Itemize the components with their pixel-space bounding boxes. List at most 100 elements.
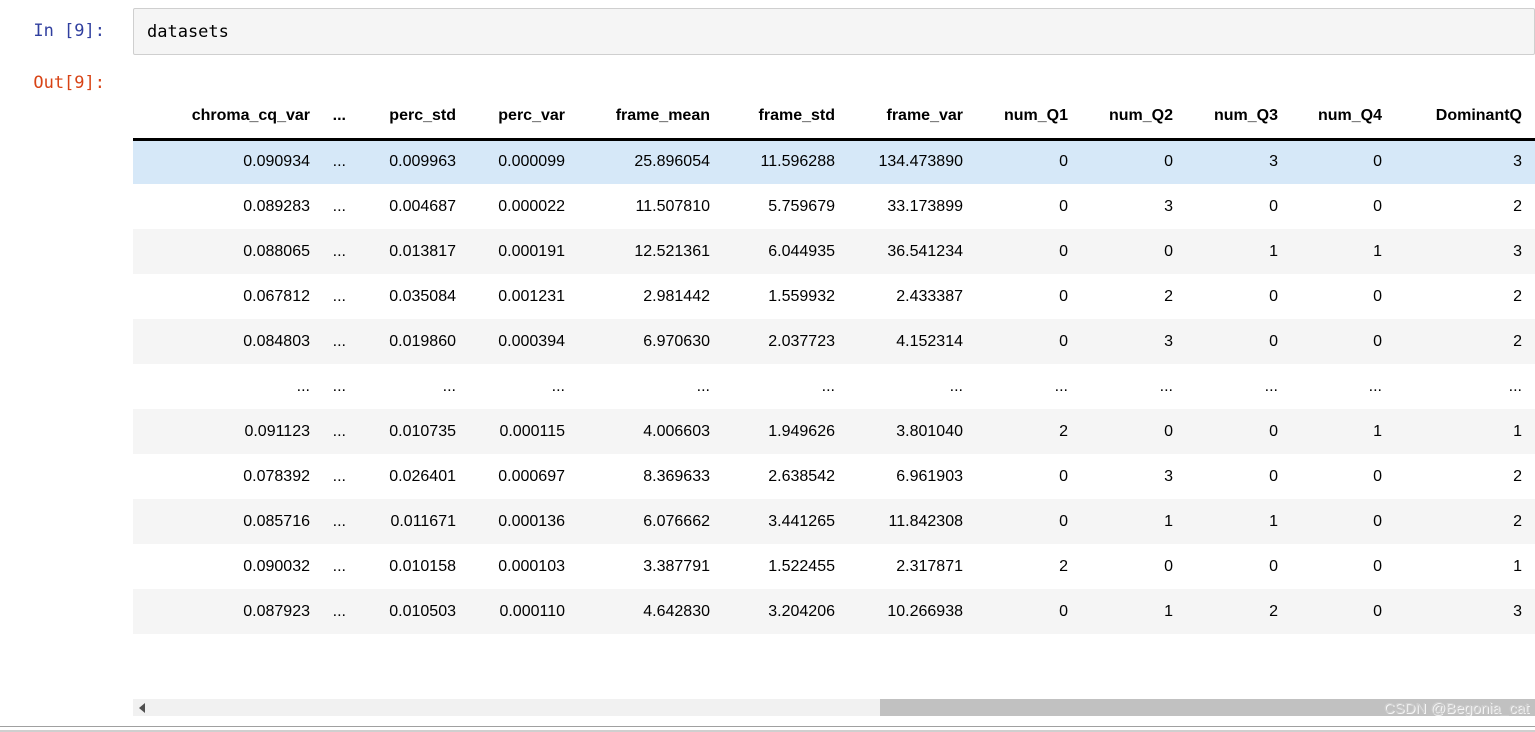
table-cell: 0 — [1373, 512, 1382, 530]
table-cell: 3.441265 — [768, 512, 835, 530]
scrollbar-thumb[interactable] — [880, 699, 1535, 716]
table-cell: ... — [332, 377, 346, 395]
table-cell: 0.026401 — [389, 467, 456, 485]
table-row[interactable]: 0.067812... 0.035084 0.001231 2.981442 1.559… — [133, 274, 1535, 319]
table-row[interactable]: 0.085716... 0.011671 0.000136 6.076662 3.441… — [133, 499, 1535, 544]
table-cell: 0.000103 — [498, 557, 565, 575]
table-row[interactable]: 0.090934... 0.009963 0.000099 25.896054 11.5… — [133, 139, 1535, 184]
table-cell: ... — [332, 287, 346, 305]
table-cell: 0 — [1373, 557, 1382, 575]
table-row[interactable]: 0.091123... 0.010735 0.000115 4.006603 1.949… — [133, 409, 1535, 454]
table-cell: 0.004687 — [389, 197, 456, 215]
table-cell: 134.473890 — [878, 153, 963, 171]
table-cell: 0 — [1059, 197, 1068, 215]
table-cell: 0.091123 — [244, 422, 310, 440]
dataframe-table: chroma_cq_var... perc_std perc_var frame_me… — [133, 95, 1535, 634]
table-cell: 2 — [1269, 602, 1278, 620]
table-cell: 0 — [1269, 287, 1278, 305]
table-cell: ... — [1264, 377, 1278, 395]
table-cell: 0.000394 — [498, 332, 565, 350]
table-cell: 0.089283 — [243, 197, 310, 215]
table-row[interactable]: 0.087923... 0.010503 0.000110 4.642830 3.204… — [133, 589, 1535, 634]
table-cell: 0 — [1269, 197, 1278, 215]
table-cell: 1 — [1164, 512, 1173, 530]
table-row[interactable]: 0.084803... 0.019860 0.000394 6.970630 2.037… — [133, 319, 1535, 364]
table-cell: 0.010735 — [389, 422, 456, 440]
column-header: num_Q3 — [1173, 95, 1278, 141]
table-row[interactable]: 0.078392... 0.026401 0.000697 8.369633 2.638… — [133, 454, 1535, 499]
table-cell: ... — [332, 422, 346, 440]
table-cell: ... — [1159, 377, 1173, 395]
table-cell: 0 — [1164, 242, 1173, 260]
table-cell: 0 — [1164, 422, 1173, 440]
table-cell: 0 — [1059, 332, 1068, 350]
table-cell: 3 — [1513, 242, 1522, 260]
table-cell: 6.076662 — [643, 512, 710, 530]
input-prompt: In [9]: — [33, 21, 105, 41]
column-header: frame_std — [710, 95, 835, 141]
table-cell: 0 — [1373, 602, 1382, 620]
table-cell: 0 — [1059, 602, 1068, 620]
table-cell: ... — [1368, 377, 1382, 395]
table-cell: 0.011671 — [390, 512, 456, 530]
table-cell: ... — [332, 153, 346, 171]
table-cell: 2 — [1513, 287, 1522, 305]
table-row[interactable]: .................................... — [133, 364, 1535, 409]
table-row[interactable]: 0.090032... 0.010158 0.000103 3.387791 1.522… — [133, 544, 1535, 589]
table-cell: ... — [821, 377, 835, 395]
table-cell: 0.013817 — [389, 242, 456, 260]
table-cell: 0 — [1164, 153, 1173, 171]
column-header: num_Q2 — [1068, 95, 1173, 141]
table-cell: 0 — [1373, 287, 1382, 305]
table-cell: 0 — [1373, 467, 1382, 485]
table-cell: 2 — [1513, 512, 1522, 530]
horizontal-scrollbar[interactable] — [133, 699, 1535, 716]
table-body: 0.090934... 0.009963 0.000099 25.896054 11.5… — [133, 139, 1535, 634]
table-cell: 1 — [1373, 242, 1382, 260]
scroll-left-button[interactable] — [133, 699, 150, 716]
table-cell: 2 — [1513, 197, 1522, 215]
table-cell: 33.173899 — [887, 197, 963, 215]
table-cell: 0.000110 — [499, 602, 565, 620]
table-cell: 2.981442 — [643, 287, 710, 305]
table-cell: 0 — [1269, 557, 1278, 575]
table-cell: 3 — [1513, 153, 1522, 171]
table-cell: 1.522455 — [768, 557, 835, 575]
table-cell: 0 — [1059, 287, 1068, 305]
table-cell: 0 — [1269, 332, 1278, 350]
table-cell: 0.010503 — [389, 602, 456, 620]
table-cell: ... — [696, 377, 710, 395]
table-cell: ... — [442, 377, 456, 395]
table-cell: 3 — [1164, 467, 1173, 485]
table-cell: 1 — [1373, 422, 1382, 440]
table-cell: ... — [949, 377, 963, 395]
column-header: ... — [310, 95, 346, 141]
output-prompt: Out[9]: — [33, 73, 105, 93]
table-header: chroma_cq_var... perc_std perc_var frame_me… — [133, 95, 1535, 141]
table-row[interactable]: 0.088065... 0.013817 0.000191 12.521361 6.04… — [133, 229, 1535, 274]
table-cell: 0.000697 — [498, 467, 565, 485]
table-cell: 2 — [1513, 467, 1522, 485]
table-cell: ... — [1508, 377, 1522, 395]
table-cell: 1.949626 — [768, 422, 835, 440]
scroll-left-arrow-icon — [138, 702, 145, 713]
column-header: chroma_cq_var — [133, 95, 310, 141]
table-cell: 4.642830 — [643, 602, 710, 620]
table-cell: 3 — [1513, 602, 1522, 620]
table-cell: 0.067812 — [243, 287, 310, 305]
code-text[interactable]: datasets — [147, 21, 229, 42]
table-cell: 0 — [1059, 242, 1068, 260]
table-cell: 1 — [1269, 512, 1278, 530]
table-cell: ... — [332, 197, 346, 215]
table-cell: ... — [332, 512, 346, 530]
table-cell: 2 — [1059, 422, 1068, 440]
table-cell: 0.000136 — [498, 512, 565, 530]
table-cell: 0.000115 — [499, 422, 565, 440]
table-cell: 0 — [1059, 512, 1068, 530]
table-cell: 0.087923 — [243, 602, 310, 620]
code-cell-input-row: In [9]: datasets — [0, 8, 1535, 55]
table-row[interactable]: 0.089283... 0.004687 0.000022 11.507810 5.75… — [133, 184, 1535, 229]
table-cell: 1 — [1269, 242, 1278, 260]
code-input[interactable]: datasets — [133, 8, 1535, 55]
dataframe-output: chroma_cq_var... perc_std perc_var frame_me… — [133, 95, 1535, 634]
